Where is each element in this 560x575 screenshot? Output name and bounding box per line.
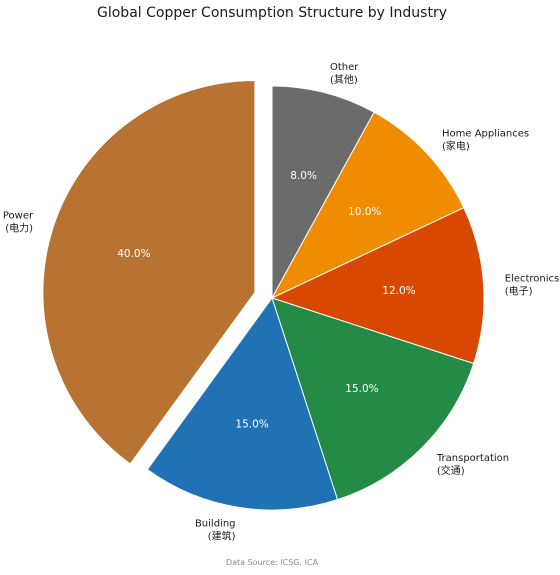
category-name: Building — [195, 518, 236, 529]
pct-label-electronics: 12.0% — [382, 285, 415, 297]
category-chinese-name: (其他) — [330, 73, 358, 86]
data-source-note: Data Source: ICSG, ICA — [226, 558, 319, 567]
pie-slice-other — [271, 85, 375, 299]
category-name: Power — [3, 210, 34, 221]
percentage-labels: 8.0% 10.0% 12.0% 15.0% 15.0% 40.0% — [117, 170, 415, 431]
category-chinese-name: (家电) — [442, 139, 470, 152]
category-label-home-appliances: Home Appliances (家电) — [442, 128, 529, 152]
pct-label-transportation: 15.0% — [345, 383, 378, 395]
category-chinese-name: (交通) — [437, 464, 465, 477]
category-label-building: Building (建筑) — [195, 518, 236, 542]
pie-slice-power — [42, 79, 256, 465]
pie-slice-home-appliances — [270, 111, 465, 300]
pct-label-other: 8.0% — [290, 170, 317, 182]
pct-label-home-appliances: 10.0% — [348, 206, 381, 218]
category-chinese-name: (电子) — [505, 284, 533, 297]
category-chinese-name: (建筑) — [208, 529, 236, 542]
pie-slices — [42, 79, 485, 511]
pie-slice-building — [146, 296, 339, 511]
category-name: Transportation — [436, 453, 509, 464]
category-label-transportation: Transportation (交通) — [436, 453, 509, 477]
pie-slice-electronics — [270, 207, 485, 365]
category-chinese-name: (电力) — [5, 221, 33, 234]
category-label-other: Other (其他) — [330, 62, 359, 86]
category-name: Electronics — [505, 273, 560, 284]
category-name: Other — [330, 62, 359, 73]
category-name: Home Appliances — [442, 128, 529, 139]
pie-slice-transportation — [271, 297, 475, 501]
category-labels: Other (其他)Home Appliances (家电)Electronics(… — [3, 62, 559, 542]
category-label-electronics: Electronics (电子) — [505, 273, 560, 297]
pct-label-power: 40.0% — [117, 248, 150, 260]
chart-title: Global Copper Consumption Structure by I… — [97, 5, 447, 21]
category-label-power: Power (电力) — [3, 210, 34, 234]
pct-label-building: 15.0% — [235, 419, 268, 431]
